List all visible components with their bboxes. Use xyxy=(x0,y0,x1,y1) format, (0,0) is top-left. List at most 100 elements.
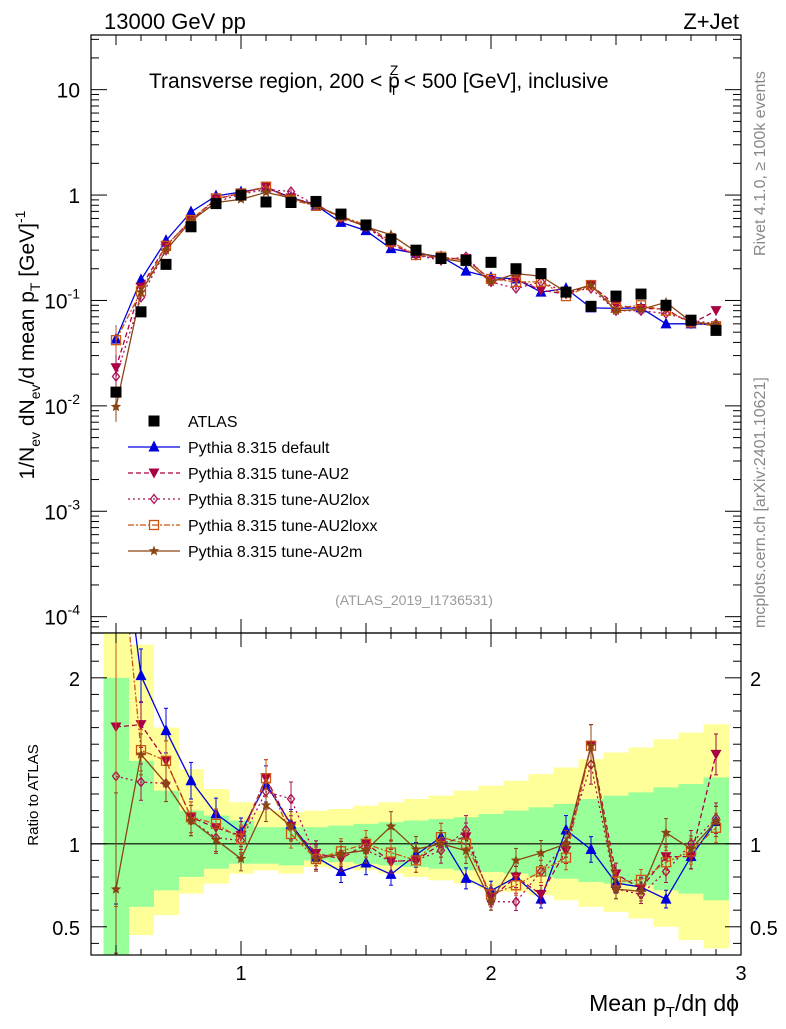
plot-title: Transverse region, 200 < pZ T < 500 [GeV]… xyxy=(149,62,609,98)
data-series xyxy=(110,189,722,398)
y-tick-base: 10 xyxy=(57,80,80,103)
data-point xyxy=(485,256,497,268)
ratio-band-green-bin xyxy=(153,790,179,891)
y-tick-label: 10-2 xyxy=(44,391,80,419)
ratio-point xyxy=(661,865,671,878)
data-point xyxy=(260,196,272,208)
legend-label: Pythia 8.315 tune-AU2m xyxy=(188,544,362,561)
data-point xyxy=(560,286,572,298)
ratio-point xyxy=(112,489,121,498)
ratio-point xyxy=(560,838,572,849)
ratio-point xyxy=(160,777,172,788)
series-point xyxy=(710,319,722,330)
ratio-point xyxy=(185,815,197,825)
ratio-plot: 1 2 3 0.5 0.5 1 1 2 2 xyxy=(52,489,778,985)
ratio-point xyxy=(410,843,422,854)
series-point xyxy=(510,276,522,288)
series-point xyxy=(185,215,197,226)
ratio-point xyxy=(586,759,596,771)
data-point xyxy=(685,314,697,326)
series-4 xyxy=(110,186,722,422)
ratio-point xyxy=(386,855,396,867)
y-tick-base: 10 xyxy=(44,396,67,419)
y-tick-exp: -1 xyxy=(68,285,81,301)
data-point xyxy=(410,244,422,256)
data-point xyxy=(585,300,597,312)
ratio-point xyxy=(260,773,272,784)
series-point xyxy=(535,285,547,296)
data-point xyxy=(185,221,197,233)
legend-label: Pythia 8.315 tune-AU2lox xyxy=(188,492,369,509)
series-line xyxy=(115,191,717,407)
series-point xyxy=(710,306,722,317)
ratio-point xyxy=(110,883,122,894)
data-point xyxy=(510,263,522,275)
data-point xyxy=(610,290,622,302)
series-point xyxy=(635,304,647,314)
ratio-point xyxy=(485,896,497,906)
data-point xyxy=(360,219,372,231)
ratio-point xyxy=(585,740,597,751)
series-line xyxy=(115,188,717,377)
ratio-point xyxy=(385,820,397,831)
series-point xyxy=(160,244,172,255)
ratio-point xyxy=(310,853,322,864)
ratio-point xyxy=(535,890,547,901)
series-point xyxy=(110,335,122,346)
series-point xyxy=(585,279,597,290)
ratio-point xyxy=(135,748,147,759)
series-point xyxy=(135,286,147,297)
data-point xyxy=(660,299,672,311)
ratio-point xyxy=(136,776,146,788)
ratio-y-axis-label: Ratio to ATLAS xyxy=(25,744,42,845)
legend-marker xyxy=(149,493,159,505)
rivet-label: Rivet 4.1.0, ≥ 100k events xyxy=(752,71,769,256)
y-tick-label: 1 xyxy=(68,185,80,208)
x-tick-label: 1 xyxy=(235,963,246,985)
data-point xyxy=(110,386,122,398)
series-point xyxy=(660,317,672,329)
x-tick-label: 3 xyxy=(735,963,746,985)
legend-marker xyxy=(148,415,160,427)
y-tick-base: 10 xyxy=(44,290,67,313)
ratio-point xyxy=(335,848,347,859)
ratio-point xyxy=(535,866,547,877)
data-point xyxy=(710,324,722,336)
legend-label: Pythia 8.315 tune-AU2loxx xyxy=(188,518,377,535)
y-tick-label: 10 xyxy=(57,80,80,103)
y-tick-label: 10-3 xyxy=(44,496,80,524)
ratio-point xyxy=(360,844,372,855)
ratio-point xyxy=(710,816,722,826)
series-point xyxy=(110,401,122,412)
header-left-label: 13000 GeV pp xyxy=(104,9,246,34)
ratio-point xyxy=(286,793,296,805)
ratio-point xyxy=(435,838,447,849)
ratio-point xyxy=(610,883,622,894)
ratio-point xyxy=(660,857,672,868)
y-axis-label: 1/Nev dNev/d mean pT [GeV]-1 xyxy=(12,210,43,479)
ratio-point xyxy=(660,827,672,838)
ratio-point xyxy=(510,854,522,865)
legend-label: Pythia 8.315 default xyxy=(188,440,330,457)
legend-label: Pythia 8.315 tune-AU2 xyxy=(188,466,349,483)
data-point xyxy=(635,288,647,300)
data-point xyxy=(210,198,222,210)
data-point xyxy=(535,268,547,280)
ratio-point xyxy=(210,834,222,845)
y-tick-exp: -2 xyxy=(68,391,81,407)
series-point xyxy=(485,276,497,287)
ratio-band-green-bin xyxy=(478,813,504,873)
ratio-point xyxy=(535,847,547,858)
series-line xyxy=(115,186,717,368)
y-tick-base: 10 xyxy=(44,607,67,630)
ratio-point xyxy=(460,871,472,883)
series-point xyxy=(610,305,622,316)
data-point xyxy=(285,196,297,208)
ratio-tick-label-right: 1 xyxy=(750,835,761,857)
data-point xyxy=(435,253,447,265)
y-tick-exp: -4 xyxy=(68,602,81,618)
analysis-tag: (ATLAS_2019_I1736531) xyxy=(335,592,493,608)
y-tick-exp: -3 xyxy=(68,496,81,512)
ratio-point xyxy=(185,774,197,786)
